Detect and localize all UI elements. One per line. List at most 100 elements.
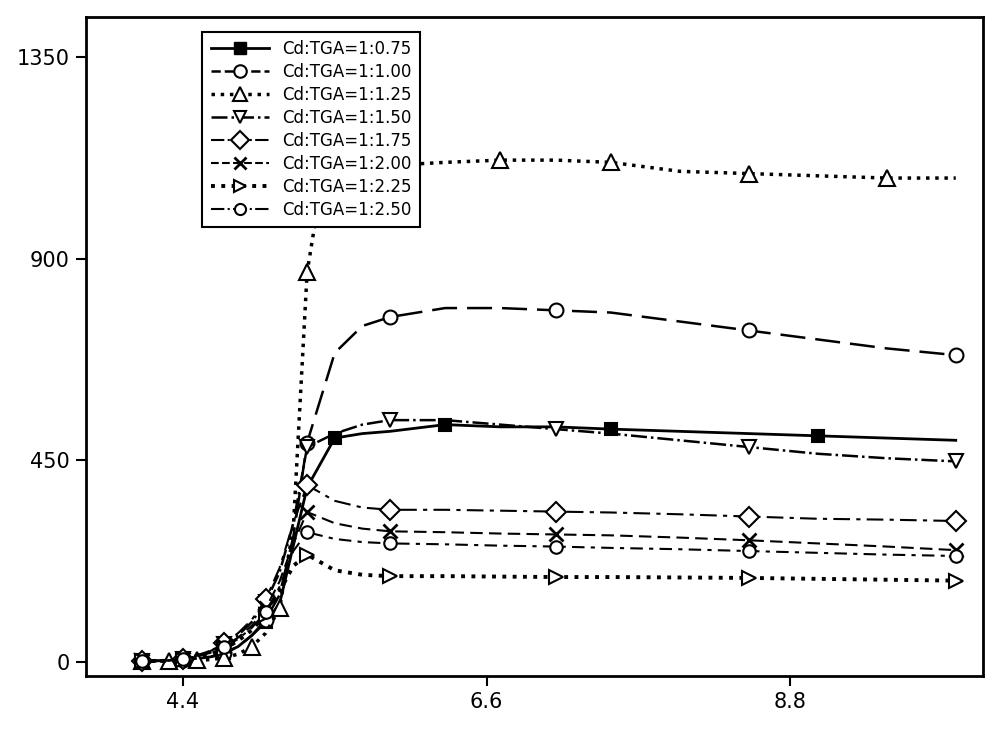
Cd:TGA=1:0.75: [881, 434, 893, 443]
Cd:TGA=1:1.00: [384, 313, 396, 321]
Cd:TGA=1:1.75: [329, 496, 341, 505]
Cd:TGA=1:1.50: [950, 457, 962, 466]
Cd:TGA=1:2.00: [163, 656, 175, 665]
Cd:TGA=1:2.50: [439, 540, 451, 549]
Cd:TGA=1:2.25: [743, 574, 755, 582]
Cd:TGA=1:1.25: [246, 642, 258, 651]
Cd:TGA=1:2.25: [550, 573, 562, 582]
Cd:TGA=1:0.75: [177, 655, 189, 664]
Cd:TGA=1:1.50: [494, 420, 506, 429]
Cd:TGA=1:2.00: [384, 527, 396, 536]
Cd:TGA=1:1.00: [301, 438, 313, 447]
Cd:TGA=1:1.50: [674, 436, 686, 445]
Cd:TGA=1:1.75: [881, 515, 893, 524]
Cd:TGA=1:0.75: [205, 652, 217, 661]
Cd:TGA=1:2.25: [812, 574, 824, 583]
Cd:TGA=1:2.00: [218, 642, 230, 650]
Cd:TGA=1:1.00: [494, 304, 506, 313]
Cd:TGA=1:2.50: [550, 542, 562, 551]
Cd:TGA=1:2.25: [232, 636, 244, 645]
Cd:TGA=1:1.75: [218, 639, 230, 648]
Cd:TGA=1:1.50: [329, 429, 341, 438]
Cd:TGA=1:2.50: [246, 623, 258, 632]
Cd:TGA=1:1.25: [494, 156, 506, 165]
Cd:TGA=1:1.50: [287, 519, 299, 528]
Cd:TGA=1:2.25: [301, 550, 313, 559]
Cd:TGA=1:1.75: [246, 615, 258, 624]
Cd:TGA=1:2.50: [950, 552, 962, 561]
Cd:TGA=1:1.50: [191, 651, 203, 660]
Line: Cd:TGA=1:1.75: Cd:TGA=1:1.75: [135, 478, 963, 668]
Cd:TGA=1:1.75: [950, 517, 962, 526]
Cd:TGA=1:0.75: [812, 432, 824, 440]
Cd:TGA=1:1.75: [163, 656, 175, 665]
Cd:TGA=1:2.00: [812, 539, 824, 547]
Cd:TGA=1:1.25: [136, 657, 148, 666]
Cd:TGA=1:1.25: [232, 650, 244, 658]
Cd:TGA=1:1.75: [439, 505, 451, 514]
Cd:TGA=1:0.75: [274, 599, 286, 608]
Cd:TGA=1:2.50: [812, 548, 824, 557]
Cd:TGA=1:0.75: [260, 617, 272, 626]
Cd:TGA=1:2.25: [274, 587, 286, 596]
Cd:TGA=1:2.00: [329, 519, 341, 528]
Cd:TGA=1:0.75: [494, 423, 506, 432]
Cd:TGA=1:1.50: [163, 656, 175, 665]
Cd:TGA=1:1.75: [260, 595, 272, 604]
Cd:TGA=1:0.75: [163, 656, 175, 665]
Cd:TGA=1:1.75: [743, 512, 755, 521]
Cd:TGA=1:2.50: [356, 538, 368, 547]
Cd:TGA=1:1.25: [315, 183, 327, 192]
Cd:TGA=1:1.25: [550, 156, 562, 165]
Cd:TGA=1:1.25: [260, 628, 272, 637]
Cd:TGA=1:0.75: [218, 649, 230, 658]
Cd:TGA=1:1.00: [136, 657, 148, 666]
Cd:TGA=1:1.75: [605, 508, 617, 517]
Cd:TGA=1:2.25: [218, 644, 230, 653]
Cd:TGA=1:2.00: [550, 530, 562, 539]
Cd:TGA=1:0.75: [329, 434, 341, 443]
Cd:TGA=1:2.50: [232, 634, 244, 643]
Cd:TGA=1:2.00: [494, 529, 506, 538]
Cd:TGA=1:2.00: [177, 654, 189, 663]
Cd:TGA=1:2.25: [384, 572, 396, 580]
Cd:TGA=1:2.50: [605, 544, 617, 553]
Cd:TGA=1:1.25: [950, 174, 962, 182]
Legend: Cd:TGA=1:0.75, Cd:TGA=1:1.00, Cd:TGA=1:1.25, Cd:TGA=1:1.50, Cd:TGA=1:1.75, Cd:TG: Cd:TGA=1:0.75, Cd:TGA=1:1.00, Cd:TGA=1:1…: [202, 31, 420, 227]
Line: Cd:TGA=1:0.75: Cd:TGA=1:0.75: [135, 418, 962, 668]
Cd:TGA=1:2.00: [149, 657, 161, 666]
Cd:TGA=1:1.50: [205, 647, 217, 655]
Cd:TGA=1:2.00: [274, 577, 286, 586]
Cd:TGA=1:1.00: [177, 655, 189, 664]
Cd:TGA=1:1.25: [605, 158, 617, 167]
Cd:TGA=1:1.25: [149, 657, 161, 666]
Cd:TGA=1:1.75: [232, 628, 244, 637]
Cd:TGA=1:1.75: [274, 564, 286, 572]
Cd:TGA=1:2.50: [260, 608, 272, 617]
Cd:TGA=1:1.50: [260, 597, 272, 606]
Cd:TGA=1:1.25: [343, 165, 355, 174]
Cd:TGA=1:1.00: [550, 306, 562, 315]
Cd:TGA=1:1.50: [384, 416, 396, 424]
Cd:TGA=1:1.75: [494, 507, 506, 515]
Cd:TGA=1:1.50: [177, 654, 189, 663]
Cd:TGA=1:1.25: [370, 160, 382, 169]
Cd:TGA=1:2.50: [177, 654, 189, 663]
Cd:TGA=1:1.00: [674, 317, 686, 326]
Cd:TGA=1:2.50: [384, 539, 396, 547]
Cd:TGA=1:1.50: [136, 657, 148, 666]
Cd:TGA=1:2.50: [301, 528, 313, 537]
Cd:TGA=1:0.75: [743, 429, 755, 438]
Cd:TGA=1:1.75: [812, 515, 824, 523]
Cd:TGA=1:2.50: [881, 550, 893, 559]
Cd:TGA=1:1.75: [287, 519, 299, 528]
Cd:TGA=1:1.00: [163, 656, 175, 665]
Line: Cd:TGA=1:2.50: Cd:TGA=1:2.50: [135, 526, 962, 668]
Cd:TGA=1:1.00: [274, 590, 286, 599]
Cd:TGA=1:2.50: [163, 656, 175, 665]
Cd:TGA=1:1.50: [881, 454, 893, 463]
Cd:TGA=1:1.75: [136, 657, 148, 666]
Cd:TGA=1:2.00: [674, 533, 686, 542]
Cd:TGA=1:2.50: [136, 657, 148, 666]
Cd:TGA=1:2.25: [287, 561, 299, 570]
